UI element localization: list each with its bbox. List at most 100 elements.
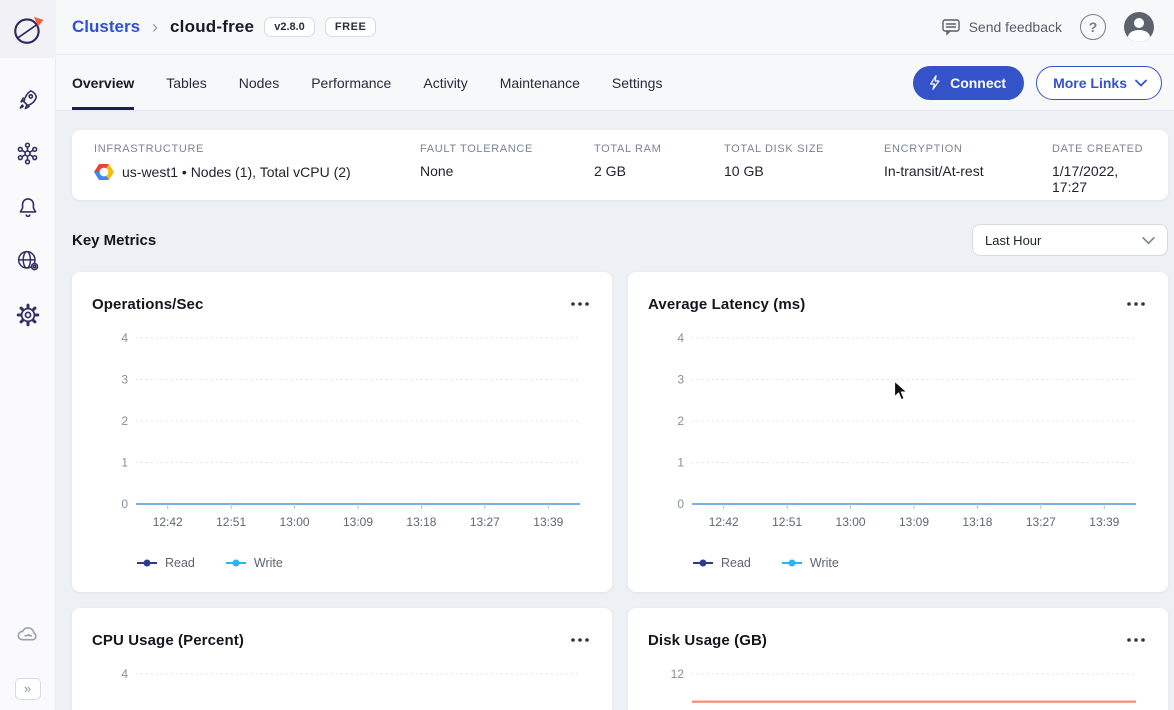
- help-icon[interactable]: ?: [1080, 14, 1106, 40]
- sidebar-item-network-access[interactable]: [0, 234, 56, 288]
- cluster-info-bar: INFRASTRUCTURE us-west1 • Nodes (1), Tot…: [72, 130, 1168, 200]
- sidebar-item-clusters[interactable]: [0, 126, 56, 180]
- legend-marker-icon: [137, 559, 157, 567]
- info-date-created: DATE CREATED 1/17/2022, 17:27: [1052, 143, 1158, 200]
- time-range-select[interactable]: Last Hour: [972, 224, 1168, 256]
- info-label: TOTAL DISK SIZE: [724, 143, 825, 155]
- sidebar-item-getting-started[interactable]: [0, 72, 56, 126]
- svg-text:2: 2: [121, 414, 128, 428]
- svg-text:12:42: 12:42: [153, 515, 183, 529]
- disk-usage-chart: 03691212:4212:5113:0013:0913:1813:2713:3…: [671, 667, 1136, 710]
- chart-menu-button[interactable]: [568, 633, 592, 647]
- tabs: Overview Tables Nodes Performance Activi…: [72, 55, 694, 110]
- chart-title: Average Latency (ms): [648, 295, 806, 313]
- tab-actions: Connect More Links: [913, 55, 1162, 110]
- top-header: Clusters › cloud-free v2.8.0 FREE Send f…: [56, 0, 1174, 55]
- svg-text:13:18: 13:18: [962, 515, 992, 529]
- info-value: None: [420, 163, 454, 179]
- user-avatar[interactable]: [1124, 12, 1154, 42]
- info-infrastructure: INFRASTRUCTURE us-west1 • Nodes (1), Tot…: [94, 143, 420, 200]
- chart-title: Operations/Sec: [92, 295, 204, 313]
- svg-text:13:09: 13:09: [899, 515, 929, 529]
- more-links-button[interactable]: More Links: [1036, 65, 1162, 100]
- chart-title: CPU Usage (Percent): [92, 631, 244, 649]
- chart-card-operations: Operations/Sec 0 1 2 3 4 12:42 12:51 13:00 13:09…: [72, 272, 612, 592]
- svg-text:3: 3: [121, 709, 128, 710]
- main-area: Clusters › cloud-free v2.8.0 FREE Send f…: [56, 0, 1174, 710]
- header-actions: Send feedback ?: [941, 12, 1154, 42]
- tab-performance[interactable]: Performance: [311, 74, 392, 91]
- svg-text:1: 1: [677, 456, 684, 470]
- info-value-infrastructure: us-west1 • Nodes (1), Total vCPU (2): [122, 164, 351, 180]
- ellipsis-icon: [1127, 638, 1145, 642]
- app-logo[interactable]: [0, 0, 56, 58]
- chart-title: Disk Usage (GB): [648, 631, 768, 649]
- svg-text:13:39: 13:39: [533, 515, 563, 529]
- tab-overview[interactable]: Overview: [72, 55, 135, 110]
- connect-button[interactable]: Connect: [913, 65, 1025, 100]
- legend-item-write[interactable]: Write: [225, 556, 283, 570]
- legend-label: Read: [165, 556, 195, 570]
- legend-item-read[interactable]: Read: [692, 556, 751, 570]
- send-feedback-button[interactable]: Send feedback: [941, 18, 1062, 36]
- tab-tables[interactable]: Tables: [166, 74, 207, 91]
- overview-content: INFRASTRUCTURE us-west1 • Nodes (1), Tot…: [56, 111, 1174, 710]
- svg-text:3: 3: [677, 373, 684, 387]
- svg-text:4: 4: [121, 667, 128, 681]
- svg-text:13:00: 13:00: [836, 515, 866, 529]
- breadcrumb-cluster-name: cloud-free: [170, 17, 255, 36]
- tab-nodes[interactable]: Nodes: [238, 74, 280, 91]
- info-label: TOTAL RAM: [594, 143, 662, 155]
- lightning-icon: [930, 75, 940, 90]
- breadcrumb-clusters-link[interactable]: Clusters: [72, 17, 141, 36]
- chevron-down-icon: [1142, 236, 1155, 244]
- info-label: INFRASTRUCTURE: [94, 143, 205, 155]
- chevron-down-icon: [1135, 79, 1147, 87]
- svg-text:0: 0: [121, 497, 128, 511]
- chart-menu-button[interactable]: [568, 297, 592, 311]
- connect-label: Connect: [950, 74, 1007, 91]
- sidebar-expand-button[interactable]: »: [14, 678, 41, 700]
- info-value: In-transit/At-rest: [884, 163, 984, 179]
- average-latency-chart: 0 1 2 3 4 12:42 12:51 13:00 13:09 13:18 13:27 13:39: [677, 331, 1136, 529]
- info-label: DATE CREATED: [1052, 143, 1144, 155]
- chart-menu-button[interactable]: [1124, 633, 1148, 647]
- cluster-network-icon: [17, 141, 38, 165]
- info-label: ENCRYPTION: [884, 143, 963, 155]
- svg-text:1: 1: [121, 456, 128, 470]
- tab-activity[interactable]: Activity: [423, 74, 468, 91]
- send-feedback-label: Send feedback: [968, 19, 1062, 35]
- info-label: FAULT TOLERANCE: [420, 143, 534, 155]
- svg-text:12: 12: [671, 667, 685, 681]
- chart-menu-button[interactable]: [1124, 297, 1148, 311]
- planet-rocket-logo-icon: [13, 16, 43, 44]
- tier-badge: FREE: [324, 17, 377, 37]
- tab-settings[interactable]: Settings: [611, 74, 663, 91]
- info-value: 1/17/2022, 17:27: [1052, 163, 1119, 195]
- breadcrumb-separator: ›: [152, 16, 159, 37]
- sidebar-item-admin-settings[interactable]: [0, 288, 56, 342]
- info-total-ram: TOTAL RAM 2 GB: [594, 143, 724, 200]
- sidebar: »: [0, 0, 56, 710]
- legend-marker-icon: [225, 559, 246, 567]
- sidebar-item-alerts[interactable]: [0, 180, 56, 234]
- tab-maintenance[interactable]: Maintenance: [499, 74, 580, 91]
- bell-icon: [19, 198, 36, 218]
- cloud-icon: [17, 627, 37, 641]
- chart-legend: Read Write: [692, 556, 1148, 570]
- version-badge: v2.8.0: [264, 17, 315, 37]
- svg-text:13:18: 13:18: [406, 515, 436, 529]
- more-links-label: More Links: [1053, 74, 1127, 91]
- info-value: 2 GB: [594, 163, 626, 179]
- svg-text:2: 2: [677, 414, 684, 428]
- info-fault-tolerance: FAULT TOLERANCE None: [420, 143, 594, 200]
- svg-text:12:51: 12:51: [772, 515, 802, 529]
- legend-label: Write: [253, 556, 283, 570]
- svg-text:4: 4: [677, 331, 684, 345]
- legend-item-write[interactable]: Write: [781, 556, 839, 570]
- key-metrics-row: Key Metrics Last Hour: [72, 224, 1168, 256]
- legend-item-read[interactable]: Read: [136, 556, 195, 570]
- sidebar-bottom: »: [0, 608, 56, 710]
- sidebar-item-cloud-status[interactable]: [0, 608, 56, 662]
